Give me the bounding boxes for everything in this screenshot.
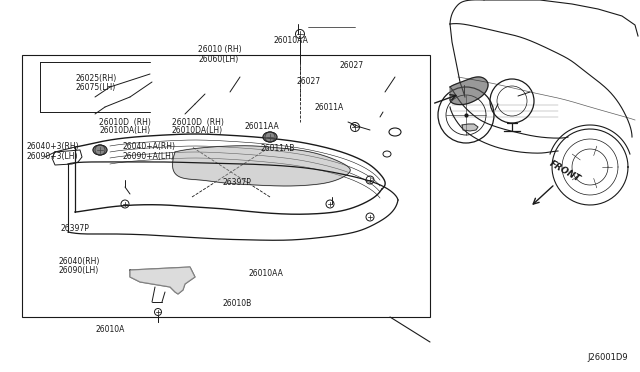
Bar [22, 55, 430, 317]
Text: 26011AA: 26011AA [244, 122, 279, 131]
Text: 26040+3(RH): 26040+3(RH) [27, 142, 79, 151]
Text: 26010AA: 26010AA [274, 36, 308, 45]
Polygon shape [173, 146, 350, 186]
Text: 26397P: 26397P [223, 178, 252, 187]
Text: 26090+A(LH): 26090+A(LH) [123, 152, 175, 161]
Text: 26010DA(LH): 26010DA(LH) [99, 126, 150, 135]
Text: 26090+3(LH): 26090+3(LH) [27, 152, 78, 161]
Text: 26010DA(LH): 26010DA(LH) [172, 126, 223, 135]
Text: 26075(LH): 26075(LH) [76, 83, 116, 92]
Text: 26027: 26027 [339, 61, 364, 70]
Text: 26027: 26027 [297, 77, 321, 86]
Text: 26025(RH): 26025(RH) [76, 74, 116, 83]
Text: 26010AA: 26010AA [248, 269, 283, 278]
Text: 26040(RH): 26040(RH) [59, 257, 100, 266]
Text: J26001D9: J26001D9 [588, 353, 628, 362]
Polygon shape [450, 77, 488, 105]
Text: 26040+A(RH): 26040+A(RH) [123, 142, 176, 151]
Text: 26010D  (RH): 26010D (RH) [172, 118, 223, 126]
Text: 26010B: 26010B [223, 299, 252, 308]
Text: 26011AB: 26011AB [260, 144, 295, 153]
Ellipse shape [263, 132, 277, 142]
Text: 26011A: 26011A [315, 103, 344, 112]
Text: 26397P: 26397P [61, 224, 90, 233]
Text: 26010A: 26010A [96, 325, 125, 334]
Ellipse shape [93, 145, 107, 155]
Polygon shape [462, 124, 478, 131]
Text: 26010 (RH): 26010 (RH) [198, 45, 242, 54]
Text: 26060(LH): 26060(LH) [198, 55, 239, 64]
Text: FRONT: FRONT [548, 159, 582, 184]
Polygon shape [130, 267, 195, 294]
Text: 26090(LH): 26090(LH) [59, 266, 99, 275]
Text: 26010D  (RH): 26010D (RH) [99, 118, 151, 126]
